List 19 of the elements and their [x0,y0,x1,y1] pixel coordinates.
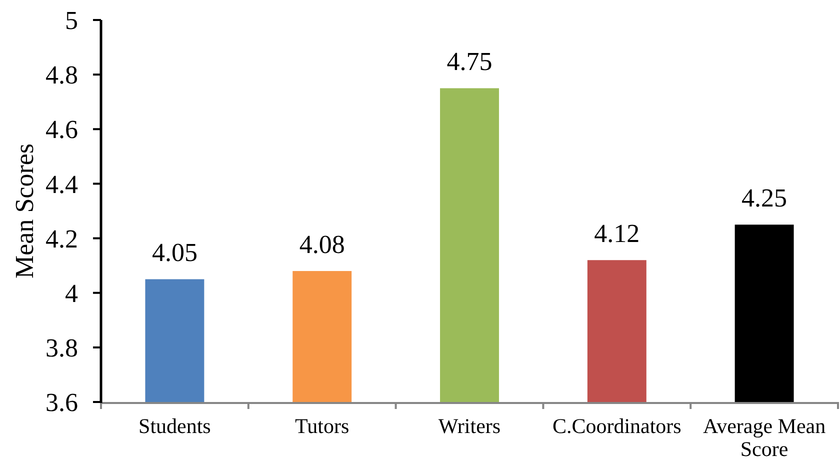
y-axis-title: Mean Scores [10,143,40,279]
y-tick-label: 3.6 [46,388,78,418]
data-label: 4.05 [152,238,198,268]
data-label: 4.75 [446,47,492,76]
data-label: 4.08 [299,230,345,260]
y-tick-label: 3.8 [46,334,78,363]
x-tick-label: Average Mean Score [702,414,826,461]
x-tick-label: C.Coordinators [552,414,682,438]
data-label: 4.25 [742,184,788,213]
x-tick-label: Students [138,414,211,438]
x-tick-label: Writers [438,414,501,438]
data-label: 4.12 [594,219,640,248]
y-tick-label: 4.6 [46,115,78,144]
y-tick-label: 4.8 [46,60,78,90]
y-tick-label: 4.4 [46,170,78,199]
y-tick-label: 5 [65,6,78,36]
y-tick-label: 4.2 [46,224,78,254]
y-tick-label: 4 [65,278,78,308]
x-tick-label: Tutors [295,414,350,438]
